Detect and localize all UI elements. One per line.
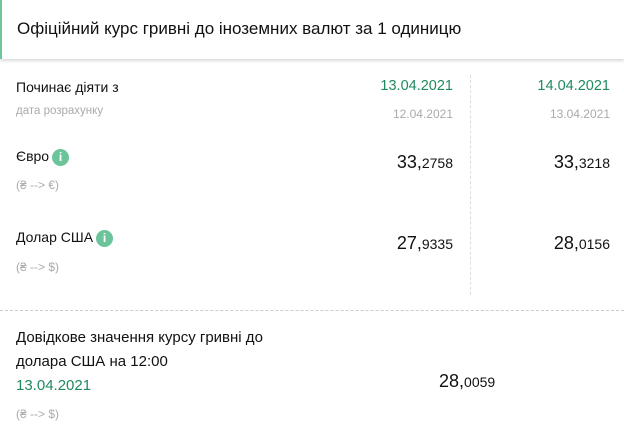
reference-rate: 28,0059 xyxy=(439,371,496,391)
reference-direction: (₴ --> $) xyxy=(16,407,60,421)
reference-date: 13.04.2021 xyxy=(16,377,92,394)
col1-calc-date: 12.04.2021 xyxy=(392,107,453,121)
info-icon[interactable]: i xyxy=(52,148,70,166)
usd-rate-col2: 28,0156 xyxy=(553,233,610,253)
page-header: Офіційний курс гривні до іноземних валют… xyxy=(0,0,624,59)
col2-calc-date: 13.04.2021 xyxy=(549,107,610,121)
col2-effective-date: 14.04.2021 xyxy=(537,78,610,94)
reference-title-line1: Довідкове значення курсу гривні до xyxy=(16,329,263,346)
col1-effective-date: 13.04.2021 xyxy=(380,78,453,94)
calc-label: дата розрахунку xyxy=(16,105,104,117)
section-divider xyxy=(0,310,624,311)
usd-rate-col1: 27,9335 xyxy=(396,233,453,253)
currency-direction: (₴ --> $) xyxy=(16,260,60,274)
currency-name: Євро xyxy=(16,148,50,164)
currency-euro: Євро i xyxy=(16,148,70,166)
euro-rate-col1: 33,2758 xyxy=(396,152,453,172)
column-divider xyxy=(470,75,471,295)
reference-title-line2: долара США на 12:00 xyxy=(16,353,168,370)
start-label: Починає діяти з xyxy=(16,79,119,95)
page-title: Офіційний курс гривні до іноземних валют… xyxy=(17,19,462,38)
currency-name: Долар США xyxy=(16,229,94,245)
currency-usd: Долар США i xyxy=(16,229,114,247)
currency-direction: (₴ --> €) xyxy=(16,178,60,192)
euro-rate-col2: 33,3218 xyxy=(553,152,610,172)
info-icon[interactable]: i xyxy=(96,229,114,247)
